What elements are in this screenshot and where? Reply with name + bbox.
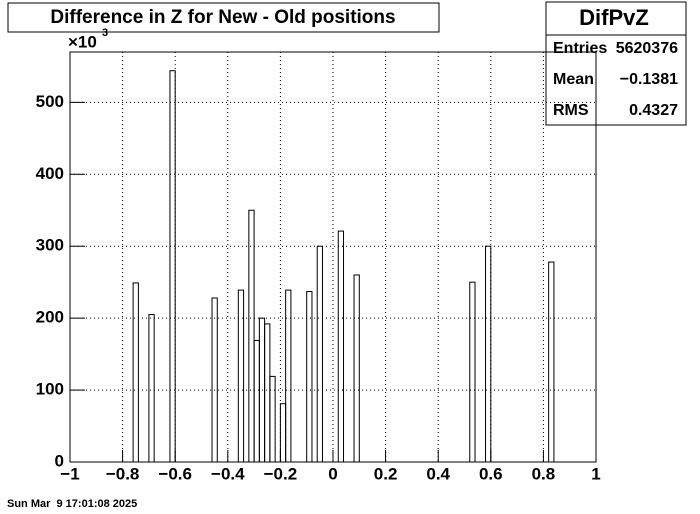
stats-box xyxy=(545,1,687,126)
x-tick-label: −0.8 xyxy=(106,464,140,483)
x-tick-label: 0.6 xyxy=(479,464,503,483)
y-multiplier-exponent: 3 xyxy=(102,27,108,39)
chart-title: Difference in Z for New - Old positions xyxy=(50,7,395,28)
stats-label: Entries xyxy=(553,40,607,57)
date: Sun Mar 9 17:01:08 2025 xyxy=(7,498,137,510)
y-tick-label: 0 xyxy=(55,451,64,470)
y-tick-label: 500 xyxy=(36,92,64,111)
plot-frame xyxy=(69,51,597,463)
x-tick-label: −0.2 xyxy=(264,464,298,483)
y-tick-label: 200 xyxy=(36,308,64,327)
stats-value: −0.1381 xyxy=(620,71,678,88)
stats-label: RMS xyxy=(553,102,589,119)
y-tick-label: 100 xyxy=(36,380,64,399)
y-tick-label: 300 xyxy=(36,236,64,255)
y-tick-label: 400 xyxy=(36,164,64,183)
x-tick-label: 0.2 xyxy=(374,464,398,483)
x-tick-label: −0.4 xyxy=(211,464,245,483)
title-box xyxy=(7,2,440,33)
stats-label: Mean xyxy=(553,71,594,88)
stats-name: DifPvZ xyxy=(579,5,649,30)
y-multiplier: ×10 xyxy=(68,32,97,51)
x-tick-label: −0.6 xyxy=(158,464,192,483)
stats-value: 0.4327 xyxy=(629,102,678,119)
x-tick-label: 0 xyxy=(328,464,337,483)
x-tick-label: 0.4 xyxy=(426,464,450,483)
stats-value: 5620376 xyxy=(616,40,678,57)
x-tick-label: −1 xyxy=(60,464,79,483)
x-tick-label: 1 xyxy=(591,464,600,483)
x-tick-label: 0.8 xyxy=(532,464,556,483)
